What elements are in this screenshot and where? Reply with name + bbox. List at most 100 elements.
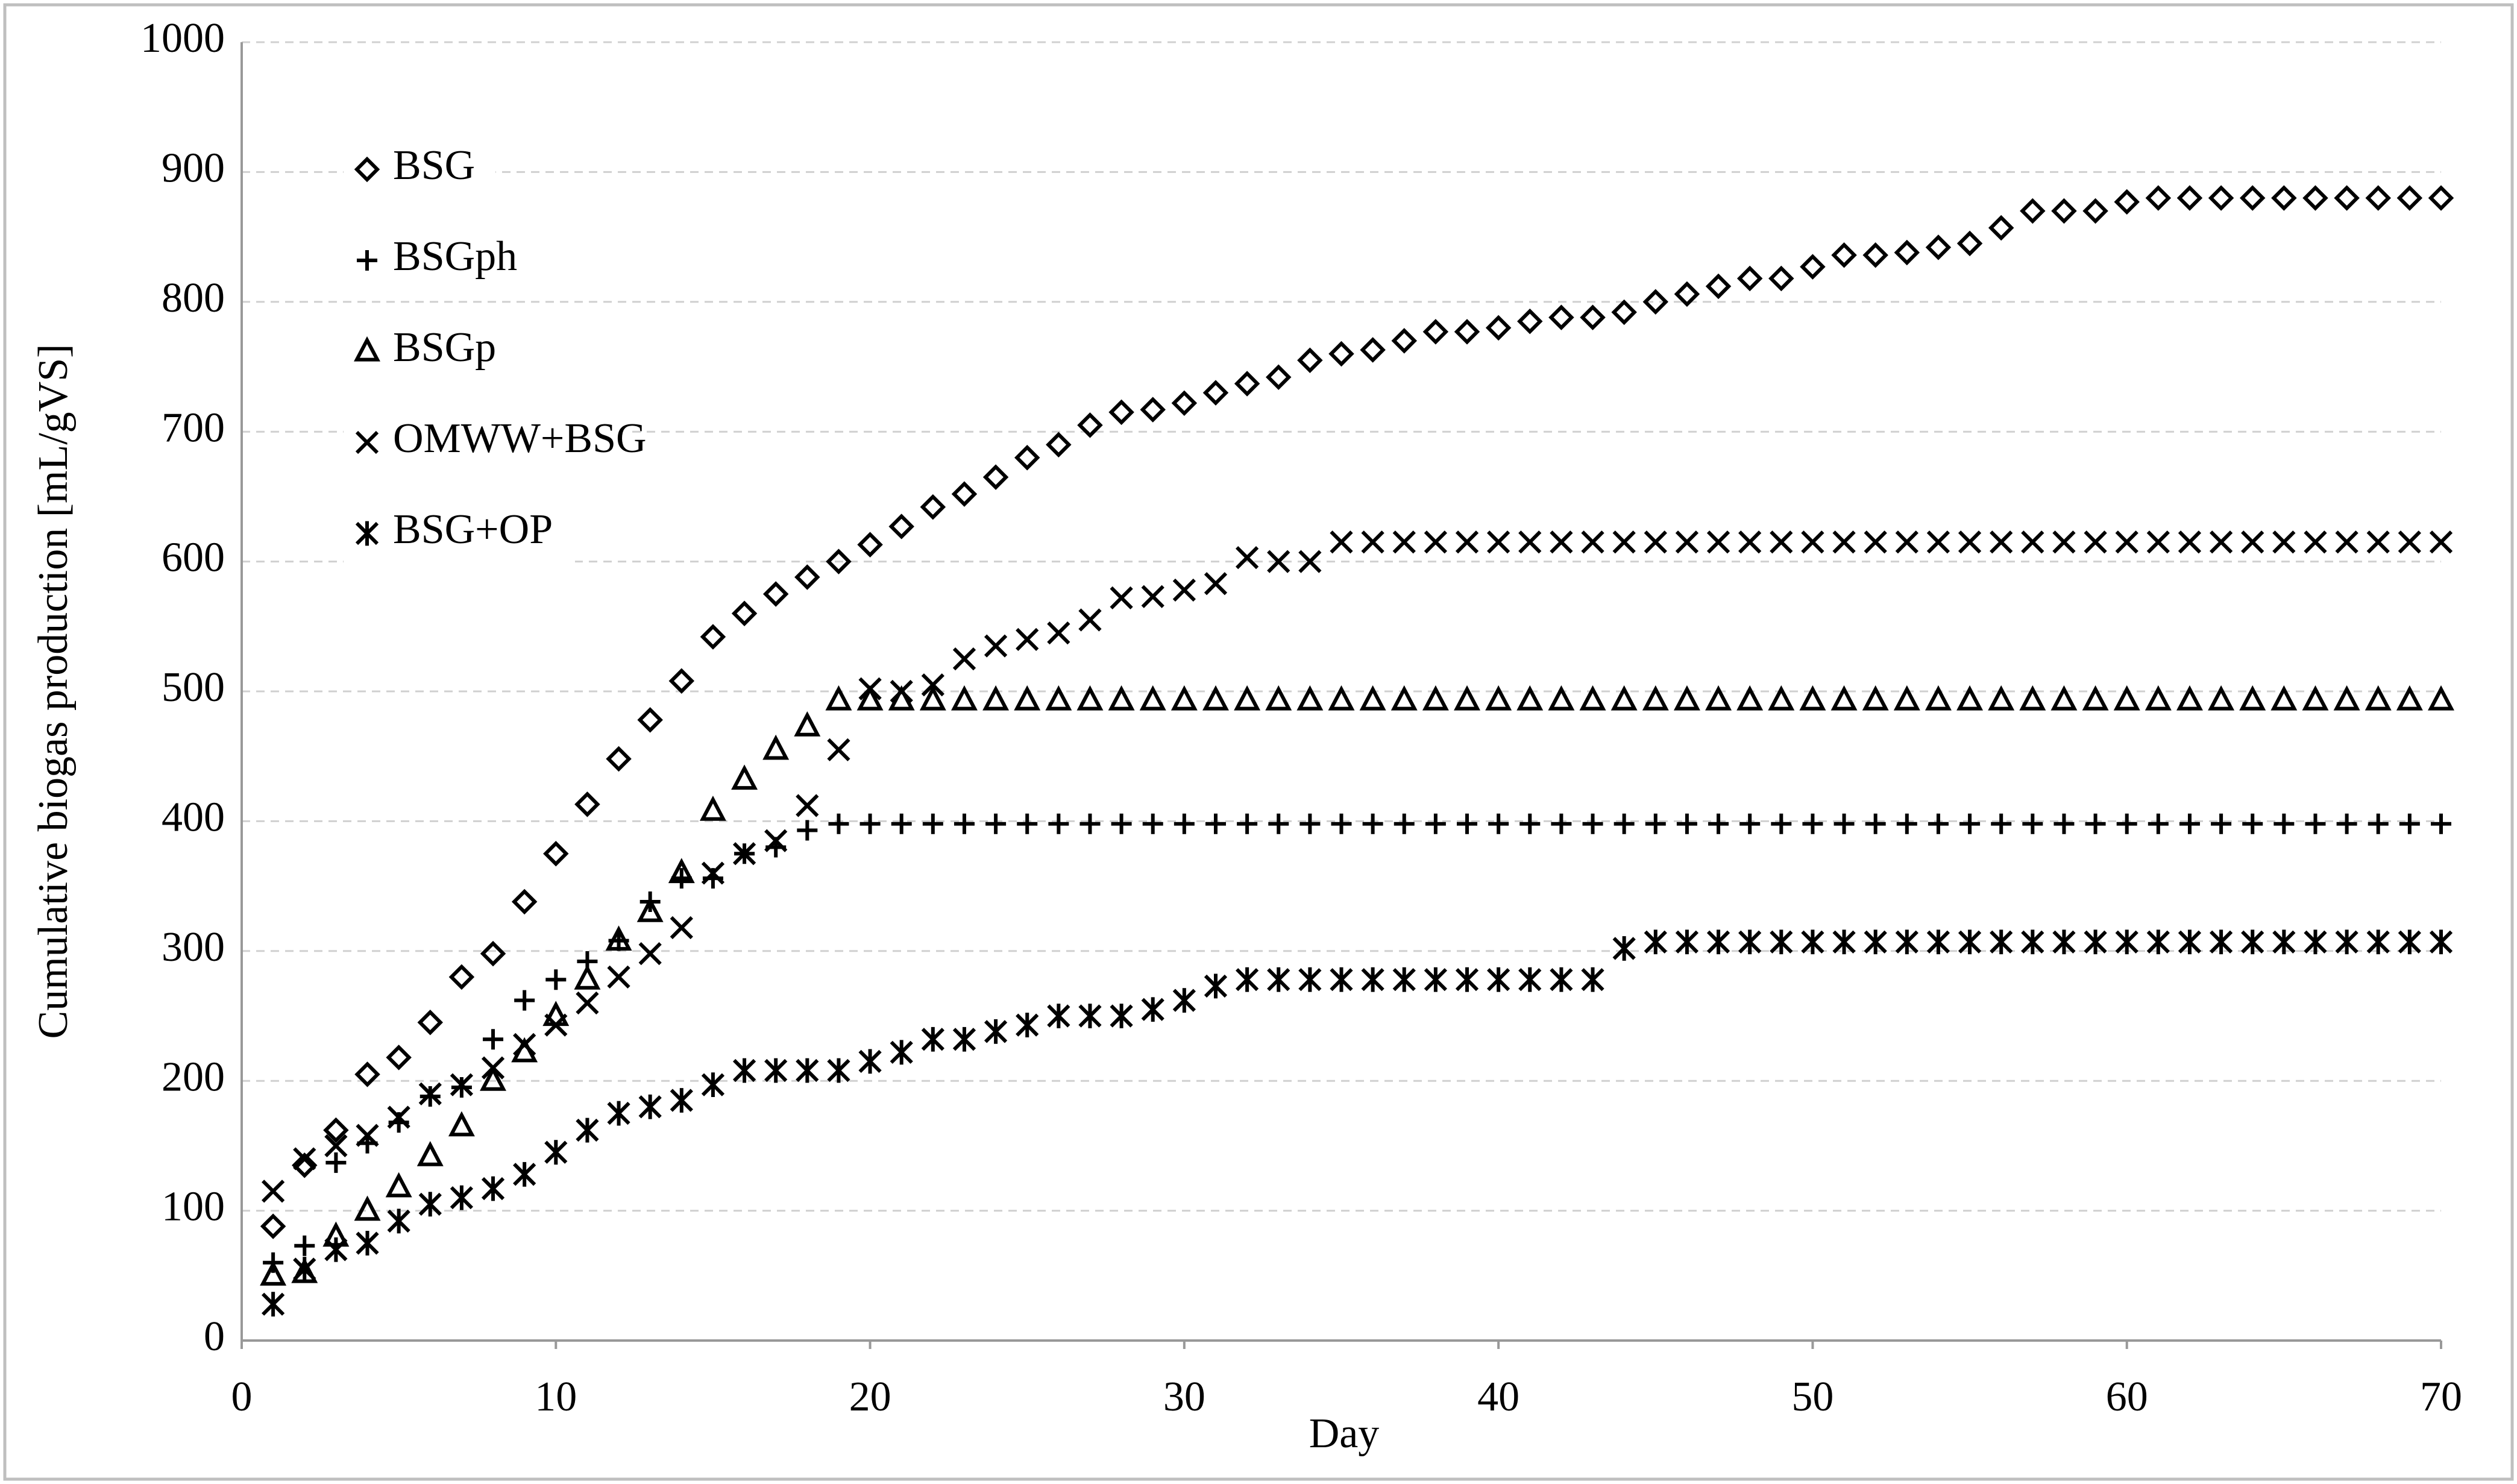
data-point — [1519, 813, 1541, 834]
data-point — [2209, 929, 2233, 955]
data-point — [385, 1172, 412, 1198]
data-point — [1391, 328, 1418, 354]
data-point — [1644, 530, 1667, 554]
data-point — [1455, 530, 1479, 554]
data-point — [480, 940, 506, 967]
data-point — [2336, 813, 2357, 834]
y-tick-label: 0 — [204, 1313, 225, 1360]
legend-bg — [344, 139, 495, 200]
data-point — [1265, 685, 1292, 711]
data-point — [1111, 813, 1132, 834]
legend-label: OMWW+BSG — [393, 415, 647, 462]
legend-bg — [344, 412, 628, 473]
data-point — [1108, 685, 1135, 711]
data-point — [1424, 967, 1448, 992]
data-point — [1485, 315, 1512, 341]
data-point — [354, 1061, 380, 1087]
data-point — [2241, 530, 2264, 554]
legend-marker — [354, 156, 380, 183]
data-point — [1548, 304, 1574, 330]
data-point — [545, 969, 567, 990]
data-point — [607, 965, 630, 989]
data-point — [2022, 813, 2043, 834]
data-point — [1172, 578, 1196, 602]
data-point — [1925, 234, 1952, 260]
data-point — [1959, 813, 1981, 834]
data-point — [982, 464, 1009, 490]
data-point — [2272, 530, 2296, 554]
data-point — [1234, 685, 1261, 711]
data-point — [483, 1029, 504, 1050]
data-point — [1739, 813, 1761, 834]
data-point — [2114, 189, 2140, 215]
data-point — [1454, 685, 1480, 711]
data-point — [1988, 215, 2014, 241]
data-point — [797, 820, 818, 841]
data-point — [1675, 530, 1699, 554]
data-point — [324, 1134, 348, 1158]
data-point — [1139, 685, 1166, 711]
data-point — [2398, 929, 2421, 955]
data-point — [1360, 337, 1386, 363]
data-point — [1928, 813, 1949, 834]
data-point — [2020, 198, 2046, 224]
data-point — [1014, 445, 1040, 471]
data-point — [576, 1118, 599, 1143]
data-point — [262, 1292, 285, 1317]
data-point — [2145, 185, 2172, 211]
data-point — [1454, 319, 1480, 345]
data-point — [1708, 813, 1729, 834]
x-tick-label: 30 — [1163, 1374, 1205, 1420]
x-tick-label: 0 — [231, 1374, 253, 1420]
data-point — [2021, 929, 2044, 955]
data-point — [1958, 929, 1982, 955]
data-point — [2021, 530, 2044, 554]
data-point — [1205, 813, 1226, 834]
data-point — [2113, 685, 2140, 711]
data-point — [954, 813, 975, 834]
data-point — [2396, 185, 2423, 211]
data-point — [1078, 608, 1102, 632]
data-point — [1706, 530, 1730, 554]
data-point — [1517, 308, 1543, 335]
data-point — [2054, 813, 2075, 834]
data-point — [732, 842, 756, 866]
data-point — [1799, 685, 1826, 711]
data-point — [480, 1066, 506, 1091]
data-point — [417, 1010, 444, 1036]
chart-frame — [3, 3, 2514, 1481]
data-point — [1768, 685, 1795, 711]
data-point — [2082, 198, 2108, 224]
data-point — [920, 494, 946, 520]
data-point — [921, 673, 944, 697]
data-point — [890, 1040, 913, 1065]
data-point — [1800, 254, 1826, 280]
data-point — [294, 1235, 315, 1256]
data-point — [2208, 185, 2234, 211]
data-point — [1706, 929, 1730, 955]
data-point — [386, 1045, 412, 1071]
x-tick-label: 60 — [2106, 1374, 2148, 1420]
data-point — [1771, 813, 1792, 834]
data-point — [1171, 390, 1198, 417]
data-point — [1551, 813, 1572, 834]
data-point — [1612, 530, 1636, 554]
data-point — [1612, 936, 1636, 961]
data-point — [700, 624, 726, 650]
data-point — [1045, 685, 1072, 711]
data-point — [2085, 813, 2106, 834]
y-tick-label: 1000 — [140, 15, 225, 61]
data-point — [1047, 1004, 1070, 1028]
data-point — [919, 685, 946, 711]
data-point — [387, 1105, 410, 1129]
data-point — [450, 1073, 474, 1096]
data-point — [732, 1058, 756, 1083]
data-point — [1705, 273, 1732, 300]
data-point — [448, 1111, 475, 1137]
data-point — [1958, 530, 1982, 554]
data-point — [951, 685, 978, 711]
data-point — [607, 1101, 630, 1126]
data-point — [1110, 586, 1133, 610]
data-point — [576, 991, 599, 1015]
data-point — [1673, 685, 1700, 711]
